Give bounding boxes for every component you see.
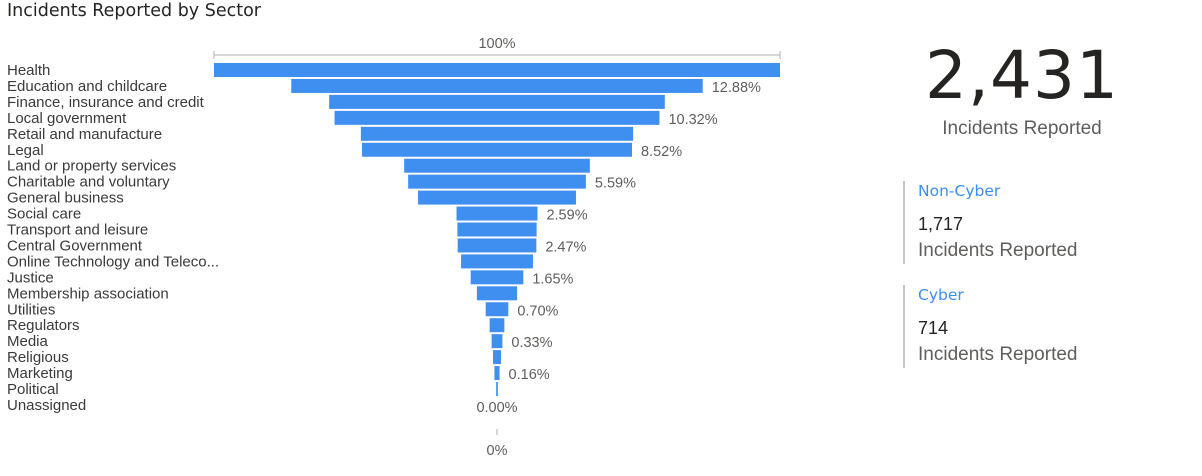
funnel-bar[interactable] (334, 110, 660, 125)
category-label: Unassigned (7, 397, 86, 414)
data-label: 0.00% (476, 400, 517, 416)
category-label: Utilities (7, 301, 55, 318)
funnel-bar[interactable] (491, 334, 503, 349)
funnel-bar[interactable] (404, 158, 590, 173)
category-label: Social care (7, 206, 81, 223)
category-label: Land or property services (7, 158, 176, 175)
category-label: Retail and manufacture (7, 126, 162, 143)
funnel-bar[interactable] (418, 190, 576, 205)
category-label: Education and childcare (7, 78, 167, 95)
data-label: 0.16% (509, 367, 550, 383)
data-label: 10.32% (668, 112, 717, 128)
category-label: Justice (7, 269, 54, 286)
category-label: Charitable and voluntary (7, 174, 170, 191)
category-label: Political (7, 381, 59, 398)
category-label: Online Technology and Teleco... (7, 253, 219, 270)
kpi-cyber: Cyber 714 Incidents Reported (903, 285, 1178, 368)
data-label: 8.52% (641, 144, 682, 160)
funnel-bar[interactable] (489, 318, 505, 333)
data-label: 2.59% (546, 208, 587, 224)
funnel-bar[interactable] (457, 222, 537, 237)
kpi-cyber-value: 714 (918, 318, 949, 338)
kpi-cyber-name: Cyber (918, 286, 964, 304)
data-label: 0.33% (511, 335, 552, 351)
category-label: Media (7, 333, 49, 350)
bottom-percent-label: 0% (487, 443, 508, 459)
funnel-bar[interactable] (470, 270, 524, 285)
category-label: Religious (7, 349, 69, 366)
kpi-cyber-caption: Incidents Reported (918, 344, 1078, 365)
data-label: 1.65% (532, 271, 573, 287)
funnel-bar[interactable] (214, 63, 780, 77)
total-incidents-value: 2,431 (925, 37, 1119, 114)
category-label: Regulators (7, 317, 80, 334)
category-label: Health (7, 62, 50, 79)
category-label: General business (7, 190, 124, 207)
data-label: 0.70% (517, 303, 558, 319)
category-label: Central Government (7, 237, 143, 254)
funnel-bar[interactable] (485, 302, 509, 317)
total-incidents-caption: Incidents Reported (942, 118, 1102, 139)
funnel-bar[interactable] (461, 254, 533, 269)
data-label: 2.47% (545, 239, 586, 255)
funnel-bar[interactable] (291, 78, 703, 93)
data-label: 12.88% (712, 80, 761, 96)
category-label: Marketing (7, 365, 73, 382)
chart-title: Incidents Reported by Sector (7, 1, 261, 21)
kpi-non-cyber-caption: Incidents Reported (918, 240, 1078, 261)
category-label: Legal (7, 142, 44, 159)
category-label: Local government (7, 110, 127, 127)
funnel-bar[interactable] (362, 142, 632, 157)
category-label: Membership association (7, 285, 169, 302)
funnel-bar[interactable] (456, 206, 538, 221)
category-label: Transport and leisure (7, 222, 148, 239)
funnel-bar[interactable] (493, 350, 501, 365)
funnel-bar[interactable] (496, 382, 498, 396)
data-label: 5.59% (595, 176, 636, 192)
funnel-bar[interactable] (494, 366, 500, 381)
top-bracket (213, 51, 781, 59)
funnel-bar[interactable] (360, 126, 634, 141)
funnel-bar[interactable] (408, 174, 586, 189)
top-percent-label: 100% (478, 36, 515, 52)
kpi-non-cyber-value: 1,717 (918, 214, 964, 234)
category-label: Finance, insurance and credit (7, 94, 205, 111)
kpi-non-cyber: Non-Cyber 1,717 Incidents Reported (903, 181, 1178, 264)
funnel-bar[interactable] (457, 238, 537, 253)
funnel-bar[interactable] (329, 94, 665, 109)
kpi-non-cyber-name: Non-Cyber (918, 182, 1001, 200)
funnel-bar[interactable] (476, 286, 518, 301)
